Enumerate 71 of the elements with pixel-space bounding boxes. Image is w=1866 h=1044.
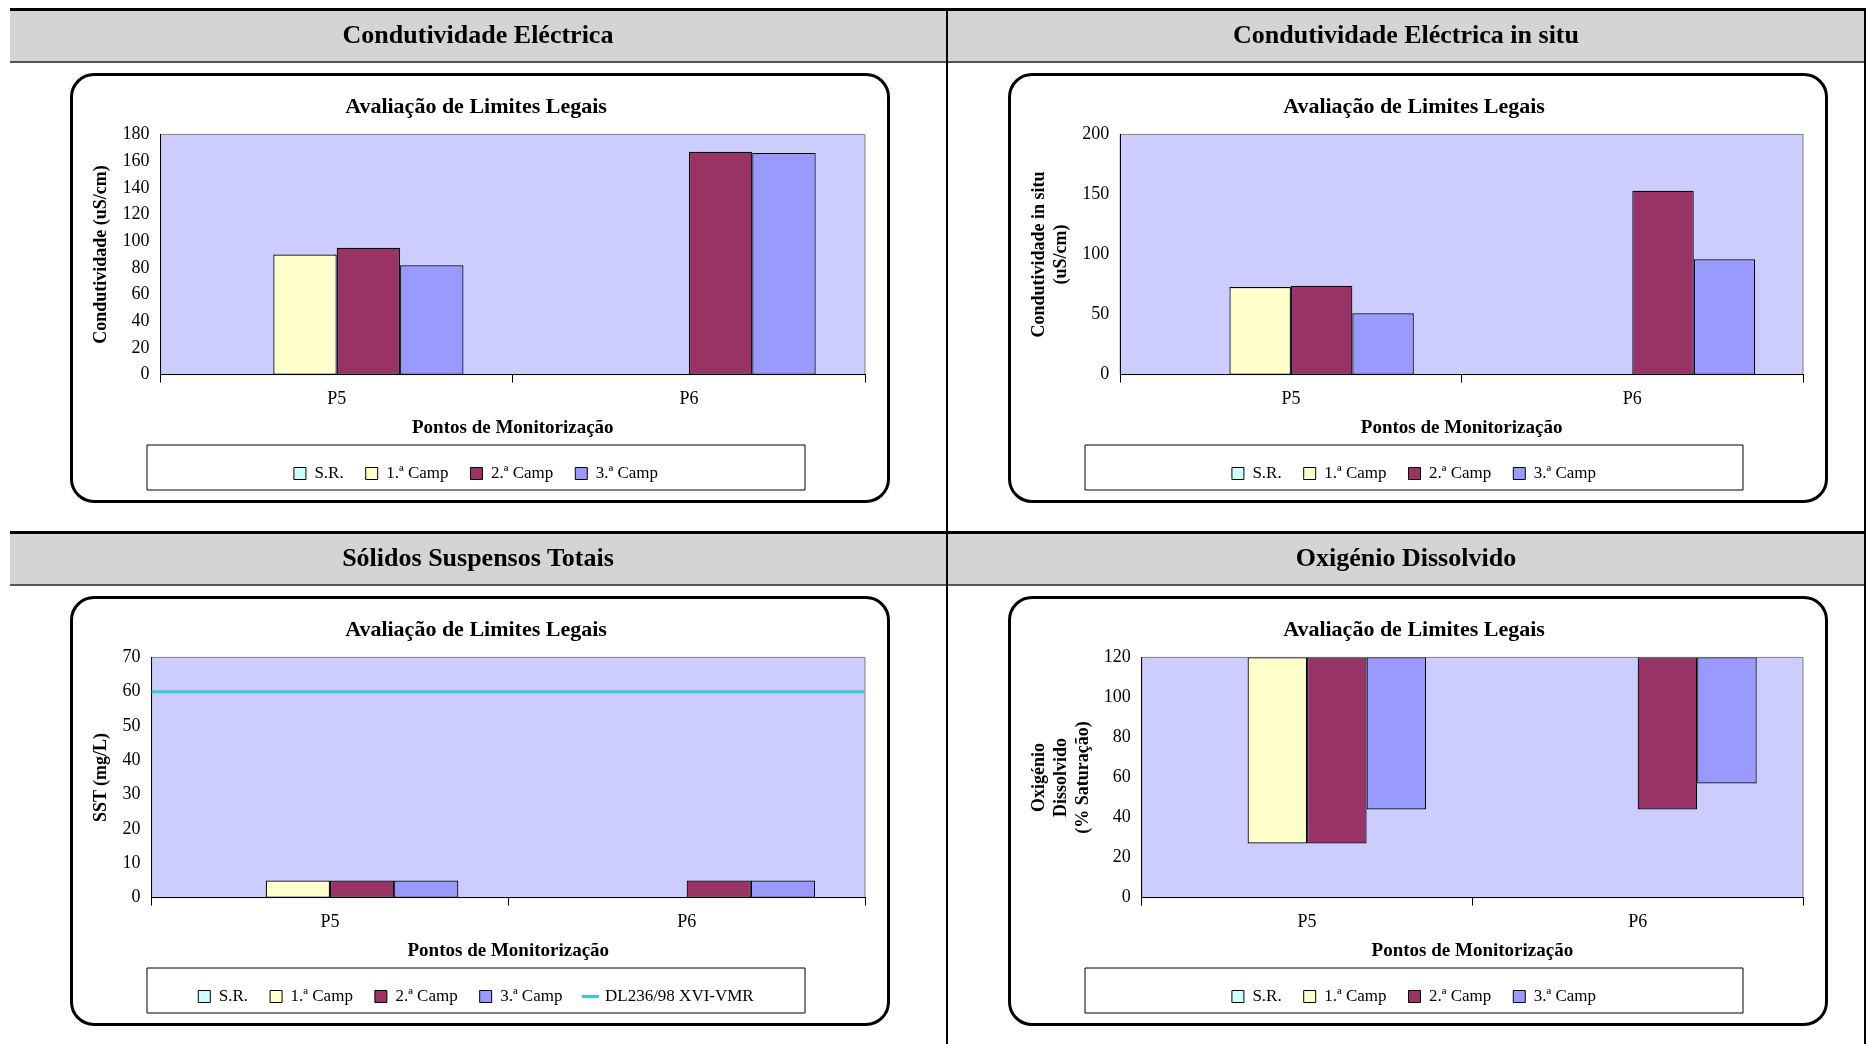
legend-label: S.R.: [1252, 462, 1282, 482]
chart-title: Condutividade Eléctrica in situ: [948, 11, 1864, 63]
x-tick-label: P6: [679, 388, 699, 409]
y-axis-title: SST (mg/L): [90, 732, 112, 823]
y-tick-label: 180: [122, 123, 150, 144]
y-tick-label: 0: [140, 363, 150, 384]
y-tick-label: 200: [1082, 123, 1110, 144]
chart-title: Oxigénio Dissolvido: [948, 534, 1864, 586]
y-tick-label: 100: [1082, 243, 1110, 264]
x-axis-title: Pontos de Monitorização: [407, 938, 610, 960]
y-tick-label: 40: [131, 309, 150, 330]
y-tick-label: 40: [122, 749, 141, 770]
legend-label: 2.ª Camp: [491, 462, 554, 482]
legend-label: 1.ª Camp: [1324, 985, 1387, 1005]
legend-label: 3.ª Camp: [500, 985, 563, 1005]
y-axis-title: Condutividade in situ (uS/cm): [1028, 171, 1072, 338]
chart-title: Condutividade Eléctrica: [10, 11, 946, 63]
x-axis-title: Pontos de Monitorização: [1371, 938, 1574, 960]
x-axis-title: Pontos de Monitorização: [1360, 415, 1563, 437]
chart-title: Sólidos Suspensos Totais: [10, 534, 946, 586]
legend-label: 1.ª Camp: [1324, 462, 1387, 482]
y-tick-label: 0: [1100, 363, 1110, 384]
chart-subtitle: Avaliação de Limites Legais: [1283, 92, 1546, 118]
x-tick-label: P5: [1297, 911, 1317, 932]
y-tick-label: 100: [122, 229, 150, 250]
y-tick-label: 60: [1112, 766, 1131, 787]
y-tick-label: 60: [122, 680, 141, 701]
y-tick-label: 0: [1121, 886, 1131, 907]
legend-label: 2.ª Camp: [1429, 462, 1492, 482]
y-tick-label: 10: [122, 852, 141, 873]
y-axis-title: Condutividade (uS/cm): [90, 165, 112, 344]
legend-label: S.R.: [1252, 985, 1282, 1005]
x-tick-label: P6: [1622, 388, 1642, 409]
legend-label: 3.ª Camp: [1533, 985, 1597, 1005]
chart-subtitle: Avaliação de Limites Legais: [1283, 615, 1546, 641]
y-tick-label: 100: [1103, 686, 1131, 707]
legend-label: 3.ª Camp: [1533, 462, 1597, 482]
legend-label: DL236/98 XVI-VMR: [604, 985, 755, 1005]
y-tick-label: 120: [122, 203, 150, 224]
y-tick-label: 150: [1082, 183, 1110, 204]
legend-label: S.R.: [314, 462, 344, 482]
legend-label: 1.ª Camp: [290, 985, 353, 1005]
y-tick-label: 80: [131, 256, 150, 277]
y-tick-label: 120: [1103, 646, 1131, 667]
x-tick-label: P5: [1281, 388, 1301, 409]
legend-label: 1.ª Camp: [386, 462, 449, 482]
y-tick-label: 80: [1112, 726, 1131, 747]
legend-label: 3.ª Camp: [595, 462, 659, 482]
y-axis-title: Oxigénio Dissolvido (% Saturação): [1028, 721, 1093, 834]
x-tick-label: P6: [1628, 911, 1648, 932]
y-tick-label: 60: [131, 283, 150, 304]
y-tick-label: 20: [122, 817, 141, 838]
x-axis-title: Pontos de Monitorização: [412, 415, 614, 437]
y-tick-label: 40: [1112, 806, 1131, 827]
y-tick-label: 160: [122, 149, 150, 170]
legend-label: S.R.: [218, 985, 249, 1005]
y-tick-label: 50: [1091, 303, 1110, 324]
x-tick-label: P5: [327, 388, 347, 409]
y-tick-label: 140: [122, 176, 150, 197]
x-tick-label: P5: [320, 911, 340, 932]
chart-subtitle: Avaliação de Limites Legais: [345, 92, 608, 118]
y-tick-label: 70: [122, 646, 141, 667]
y-tick-label: 30: [122, 783, 141, 804]
y-tick-label: 0: [131, 886, 141, 907]
y-tick-label: 50: [122, 714, 141, 735]
y-tick-label: 20: [131, 336, 150, 357]
y-tick-label: 20: [1112, 846, 1131, 867]
chart-subtitle: Avaliação de Limites Legais: [345, 615, 608, 641]
x-tick-label: P6: [677, 911, 697, 932]
legend-label: 2.ª Camp: [395, 985, 458, 1005]
legend-label: 2.ª Camp: [1429, 985, 1492, 1005]
